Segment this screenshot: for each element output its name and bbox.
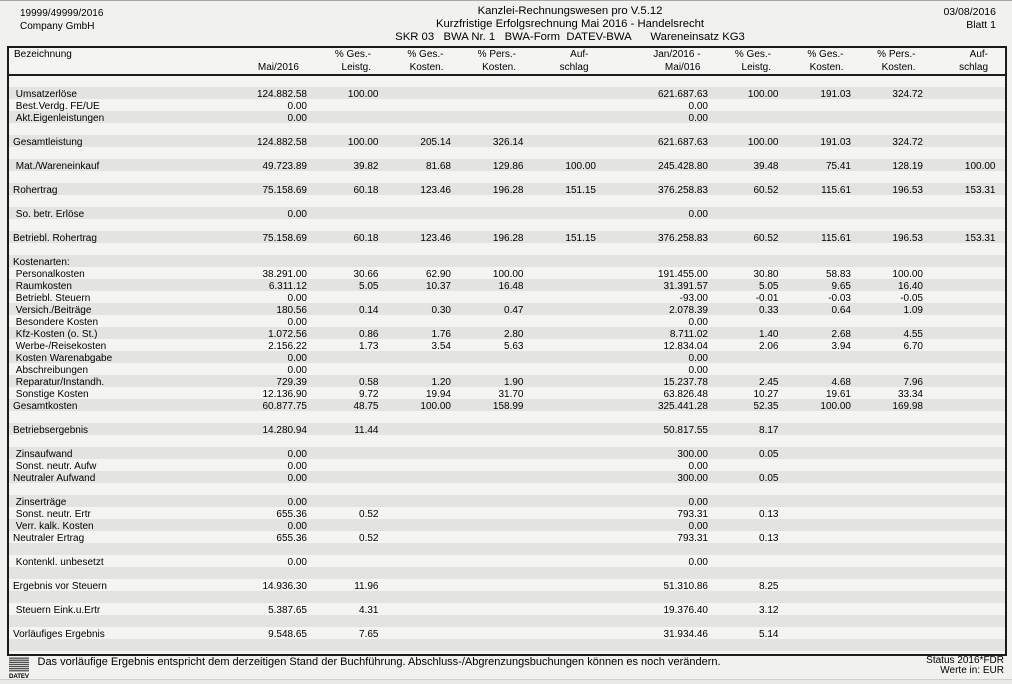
- svg-text:DATEV: DATEV: [9, 673, 29, 679]
